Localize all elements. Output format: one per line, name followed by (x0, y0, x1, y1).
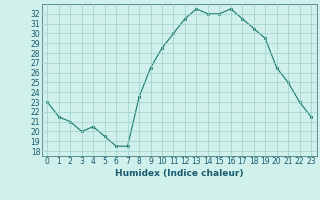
X-axis label: Humidex (Indice chaleur): Humidex (Indice chaleur) (115, 169, 244, 178)
